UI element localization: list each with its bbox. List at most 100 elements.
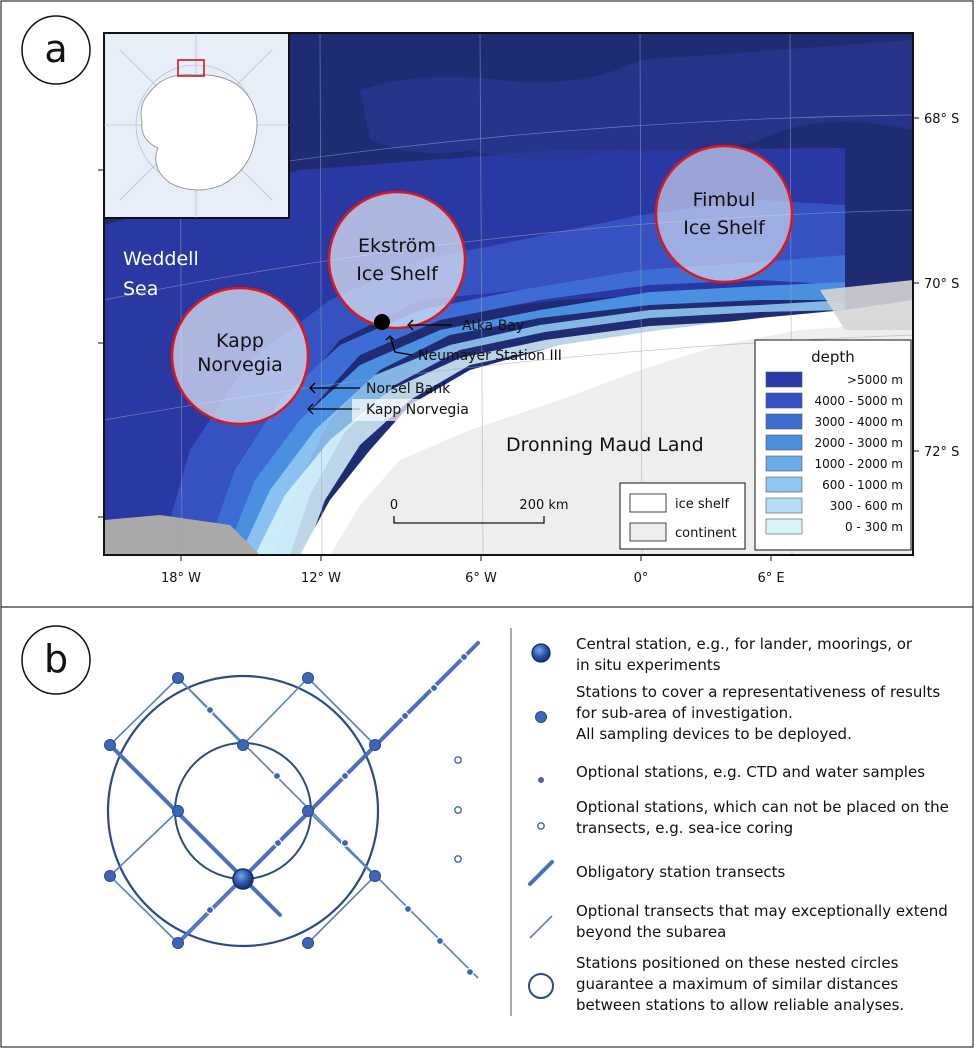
legend-nested-line-2: guarantee a maximum of similar distances	[576, 975, 898, 993]
depth-legend-items: >5000 m 4000 - 5000 m 3000 - 4000 m 2000 - …	[765, 371, 903, 535]
scale-start: 0	[390, 498, 398, 513]
norsel-bank-label: Norsel Bank	[366, 381, 451, 397]
ekstrom-circle	[327, 190, 467, 330]
fimbul-label-1: Fimbul	[693, 189, 756, 211]
legend-opttransect-line-1: Optional transects that may exceptionall…	[576, 902, 948, 920]
depth-legend: depth >5000 m 4000 - 5000 m 3000 - 4000 m 2…	[754, 339, 912, 551]
main-stations	[104, 672, 381, 949]
antarctica-shape	[140, 74, 258, 191]
depth-legend-label: 600 - 1000 m	[822, 478, 903, 492]
weddell-label-1: Weddell	[123, 248, 199, 270]
ekstrom-label-1: Ekström	[358, 235, 436, 257]
inner-nested-circle	[174, 742, 312, 880]
scale-end: 200 km	[519, 498, 568, 513]
depth-swatch	[765, 413, 803, 430]
study-circles	[170, 144, 794, 426]
ocean-ridge	[360, 40, 913, 160]
optional-transects	[109, 677, 479, 979]
legend-optional-station-icon	[537, 776, 545, 784]
kapp-norvegia-small-label: Kapp Norvegia	[366, 402, 469, 418]
depth-legend-label: 2000 - 3000 m	[814, 436, 903, 450]
legend-opttransect-line-2: beyond the subarea	[576, 923, 726, 941]
legend-central-line-2: in situ experiments	[576, 656, 721, 674]
depth-legend-label: 3000 - 4000 m	[814, 415, 903, 429]
depth-swatch	[765, 371, 803, 388]
outer-nested-circle	[106, 674, 380, 948]
graticule	[104, 33, 913, 555]
panel-a-badge	[21, 15, 91, 85]
continent-swatch	[629, 522, 667, 542]
lon-tick-6e: 6° E	[757, 571, 784, 586]
off-transect-stations	[454, 756, 462, 863]
depth-legend-label: 300 - 600 m	[830, 499, 903, 513]
panel-b-letter: b	[44, 637, 68, 681]
legend-symbols	[528, 643, 554, 999]
depth-legend-label: 0 - 300 m	[845, 520, 903, 534]
inset-map	[103, 32, 290, 219]
depth-swatch	[765, 476, 803, 493]
land-legend: ice shelf continent	[619, 482, 746, 550]
legend-station-line-2: for sub-area of investigation.	[576, 704, 793, 722]
lon-tick-12w: 12° W	[301, 571, 341, 586]
legend-central-station-icon	[531, 643, 551, 663]
legend-nested-line-1: Stations positioned on these nested circ…	[576, 954, 899, 972]
neumayer-marker	[374, 314, 390, 330]
optional-stations	[205, 652, 475, 977]
depth-swatch	[765, 455, 803, 472]
legend-offtransect-line-2: transects, e.g. sea-ice coring	[576, 819, 793, 837]
panel-a-letter: a	[44, 27, 67, 71]
depth-swatch	[765, 392, 803, 409]
kapp-norvegia-label-2: Norvegia	[197, 354, 283, 376]
panel-b-badge	[21, 625, 91, 695]
legend-obligatory-line-1: Obligatory station transects	[576, 863, 786, 881]
legend-station-line-1: Stations to cover a representativeness o…	[576, 683, 940, 701]
scale-bar: 0 200 km	[390, 498, 569, 524]
kapp-norvegia-label-1: Kapp	[216, 330, 264, 352]
legend-obligatory-transect-icon	[528, 860, 554, 886]
lat-tick-70s: 70° S	[924, 277, 959, 292]
axis-ticks	[98, 117, 919, 561]
central-station	[232, 868, 254, 890]
lon-tick-6w: 6° W	[465, 571, 497, 586]
annotation-arrows	[307, 319, 452, 415]
legend-optional-transect-icon	[529, 915, 553, 939]
kapp-norvegia-circle	[170, 286, 310, 426]
depth-swatch	[765, 434, 803, 451]
depth-legend-label: >5000 m	[847, 373, 903, 387]
depth-legend-label: 1000 - 2000 m	[814, 457, 903, 471]
ice-shelf-swatch	[629, 493, 667, 513]
atka-bay-label: Atka Bay	[462, 318, 524, 334]
ekstrom-label-2: Ice Shelf	[356, 263, 439, 285]
inset-locator-box	[177, 59, 205, 77]
depth-swatch	[765, 518, 803, 535]
dronning-maud-land-label: Dronning Maud Land	[506, 434, 704, 456]
ice-shelf-legend-label: ice shelf	[675, 497, 730, 512]
legend-central-line-1: Central station, e.g., for lander, moori…	[576, 635, 913, 653]
legend-nested-circle-icon	[528, 973, 554, 999]
depth-swatch	[765, 497, 803, 514]
lon-tick-18w: 18° W	[161, 571, 201, 586]
panel-a: a	[21, 15, 959, 586]
depth-legend-label: 4000 - 5000 m	[814, 394, 903, 408]
legend-text: Central station, e.g., for lander, moori…	[576, 635, 949, 1014]
legend-optional-line-1: Optional stations, e.g. CTD and water sa…	[576, 763, 925, 781]
legend-off-transect-icon	[537, 822, 545, 830]
legend-station-line-3: All sampling devices to be deployed.	[576, 725, 852, 743]
depth-legend-title: depth	[811, 348, 855, 366]
kapp-norvegia-label-bg	[352, 399, 468, 421]
lat-tick-72s: 72° S	[924, 445, 959, 460]
continent-east	[820, 280, 913, 330]
legend-nested-line-3: between stations to allow reliable analy…	[576, 996, 904, 1014]
continent-legend-label: continent	[675, 526, 737, 541]
panel-b: b	[21, 625, 949, 1016]
map-frame	[103, 32, 914, 556]
legend-station-icon	[535, 711, 547, 723]
weddell-label-2: Sea	[123, 278, 158, 300]
sampling-scheme	[104, 641, 480, 979]
legend-offtransect-line-1: Optional stations, which can not be plac…	[576, 798, 949, 816]
fimbul-label-2: Ice Shelf	[683, 217, 766, 239]
fimbul-circle	[654, 144, 794, 284]
neumayer-label: Neumayer Station III	[418, 348, 562, 364]
